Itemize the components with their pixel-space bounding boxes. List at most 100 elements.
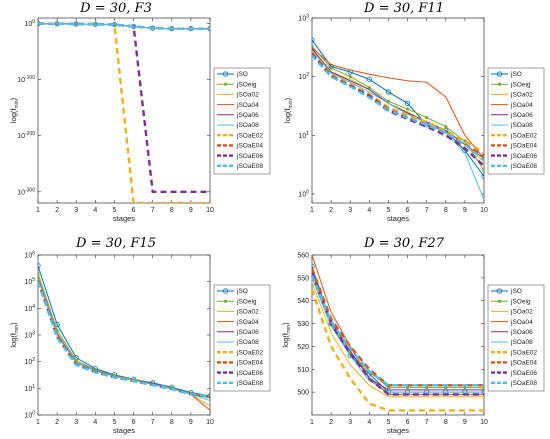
legend-label-jSOa02: jSOa02 <box>236 92 259 99</box>
data-point-jSOeig <box>444 125 448 129</box>
series-line-jSOaE02 <box>312 51 484 154</box>
legend-label-jSOaE06: jSOaE06 <box>510 370 537 377</box>
y-tick-label: 500 <box>297 390 309 397</box>
y-axis-label: log(fmin) <box>9 322 20 348</box>
y-tick-label: 102 <box>298 72 309 81</box>
series-line-jSOa04 <box>312 47 484 159</box>
legend-marker <box>497 82 502 86</box>
data-point-jSO <box>481 173 484 179</box>
series-line-jSOaE08 <box>38 22 210 30</box>
legend-label-jSO: jSO <box>510 288 522 295</box>
legend-label-jSOeig: jSOeig <box>236 81 257 88</box>
legend-label-jSOa02: jSOa02 <box>236 309 259 316</box>
x-tick-label: 7 <box>151 419 155 426</box>
x-tick-label: 1 <box>310 207 314 214</box>
legend-label-jSO: jSO <box>510 71 522 78</box>
y-tick-label: 540 <box>297 298 309 305</box>
y-tick-exponent: 0 <box>306 189 309 195</box>
data-point-jSOeig <box>425 385 429 390</box>
data-point-jSO <box>385 89 392 95</box>
data-point-jSO <box>366 76 372 82</box>
y-tick-label: 100 <box>298 189 309 198</box>
y-axis-label-close: ) <box>283 97 292 100</box>
legend: jSO jSOeig jSOa02 jSOa04 jSOa06 jSOa08 jSOaE02… <box>487 284 545 392</box>
x-tick-label: 5 <box>386 207 390 214</box>
y-tick-label: 103 <box>24 331 35 340</box>
y-axis-label-subscript: min <box>14 100 20 108</box>
x-tick-label: 3 <box>74 419 78 426</box>
y-tick-label: 101 <box>298 131 309 140</box>
y-tick-exponent: 3 <box>306 14 309 20</box>
legend-label-jSOa04: jSOa04 <box>510 319 533 326</box>
x-tick-label: 5 <box>112 419 116 426</box>
x-tick-label: 6 <box>406 207 410 214</box>
x-tick-label: 4 <box>93 207 97 214</box>
legend-label-jSOa08: jSOa08 <box>510 339 533 346</box>
legend-label-jSOaE02: jSOaE02 <box>510 132 537 139</box>
plot-area <box>311 254 485 416</box>
y-axis-label: log(fmin) <box>281 322 292 348</box>
x-tick-label: 2 <box>55 419 59 426</box>
y-tick-label: 520 <box>297 344 309 351</box>
legend-marker <box>497 299 502 303</box>
y-tick-exponent: -100 <box>25 75 35 81</box>
x-tick-label: 9 <box>189 419 193 426</box>
data-point-jSO <box>404 100 411 106</box>
y-tick-label: 10-100 <box>17 75 35 84</box>
x-tick-label: 1 <box>36 207 40 214</box>
x-tick-label: 4 <box>93 419 97 426</box>
x-tick-label: 9 <box>463 419 467 426</box>
y-tick-label: 550 <box>297 275 309 282</box>
y-tick-exponent: -200 <box>25 131 35 137</box>
legend-label-jSOa04: jSOa04 <box>236 319 259 326</box>
legend-label-jSOeig: jSOeig <box>510 298 531 305</box>
series-group <box>312 37 484 200</box>
y-tick-label: 100 <box>24 19 35 28</box>
legend-label-jSOaE04: jSOaE04 <box>236 143 263 150</box>
x-tick-label: 5 <box>112 207 116 214</box>
legend-marker <box>496 288 503 294</box>
x-axis-label: stages <box>387 426 409 435</box>
legend-label-jSOaE08: jSOaE08 <box>236 380 263 387</box>
legend-label-jSOa08: jSOa08 <box>236 339 259 346</box>
y-axis-label-subscript: min <box>14 325 20 333</box>
data-point-jSO <box>312 263 315 270</box>
chart-title: D = 30, F15 <box>75 236 156 251</box>
legend-label-jSOeig: jSOeig <box>510 81 531 88</box>
legend-label-jSOa06: jSOa06 <box>510 112 533 119</box>
data-point-jSOeig <box>386 385 391 390</box>
legend-label-jSOa06: jSOa06 <box>236 112 259 119</box>
y-tick-label: 530 <box>297 321 309 328</box>
x-axis-label: stages <box>113 214 135 223</box>
series-line-jSOaE08 <box>312 54 484 161</box>
series-group <box>38 263 210 411</box>
x-tick-label: 9 <box>189 207 193 214</box>
series-group <box>38 21 210 203</box>
data-point-jSOeig <box>38 272 40 276</box>
x-tick-label: 2 <box>329 207 333 214</box>
chart-panel-4: D = 30, F27 1 2 3 4 5 6 7 8 9 10 stages 500 510 520 530… <box>281 236 545 435</box>
data-point-jSO <box>312 37 315 43</box>
series-line-jSOaE04 <box>312 52 484 157</box>
x-tick-label: 5 <box>386 419 390 426</box>
x-tick-label: 3 <box>348 207 352 214</box>
y-axis-label: log(fmin) <box>283 97 294 123</box>
legend-label-jSOeig: jSOeig <box>236 298 257 305</box>
x-tick-label: 10 <box>206 419 214 426</box>
chart-title: D = 30, F3 <box>79 1 152 16</box>
x-tick-label: 10 <box>206 207 214 214</box>
x-tick-label: 4 <box>367 419 371 426</box>
x-tick-label: 8 <box>170 419 174 426</box>
legend-label-jSOa06: jSOa06 <box>236 329 259 336</box>
y-tick-label: 100 <box>24 411 35 420</box>
x-axis-label: stages <box>387 214 409 223</box>
x-tick-label: 6 <box>406 419 410 426</box>
y-tick-label: 103 <box>298 14 309 23</box>
y-tick-exponent: 1 <box>32 384 35 390</box>
y-tick-exponent: -300 <box>25 187 35 193</box>
series-line-jSOa08 <box>312 277 484 393</box>
series-line-jSOaE06 <box>312 53 484 167</box>
legend-label-jSOaE04: jSOaE04 <box>236 360 263 367</box>
x-tick-label: 1 <box>36 419 40 426</box>
